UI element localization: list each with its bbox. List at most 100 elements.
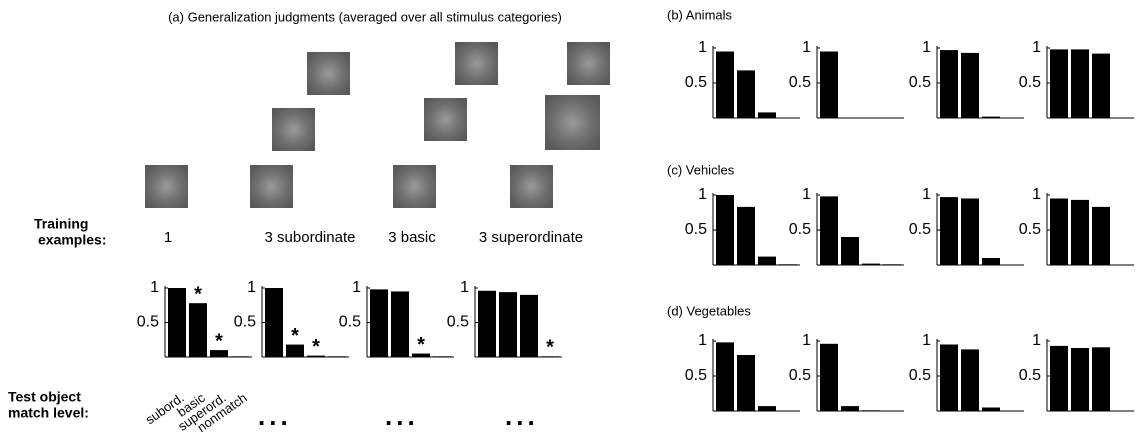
y-tick-label: 1: [922, 186, 931, 203]
y-tick-label: 1: [698, 332, 707, 349]
bar: [940, 345, 958, 412]
bar: [820, 196, 838, 265]
y-tick-label: 1: [802, 332, 811, 349]
bar: [231, 356, 249, 357]
y-tick-label: 1: [150, 279, 159, 296]
stimulus-images: [145, 42, 610, 208]
y-tick-label: 1: [460, 279, 469, 296]
y-tick-label: 1: [247, 279, 256, 296]
bar: [883, 264, 901, 265]
stimulus: [250, 165, 293, 208]
bar: [1050, 199, 1068, 266]
significance-marker: *: [312, 336, 320, 358]
stimulus: [393, 165, 436, 208]
y-tick-label: 0.5: [1019, 221, 1041, 238]
bar: [758, 112, 776, 118]
ellipsis: ...: [258, 401, 292, 431]
y-tick-label: 0.5: [789, 221, 811, 238]
bar: [1050, 49, 1068, 118]
bar: [168, 288, 186, 357]
y-tick-label: 0.5: [909, 74, 931, 91]
y-tick-label: 1: [698, 39, 707, 56]
y-tick-label: 0.5: [909, 221, 931, 238]
bar: [499, 292, 517, 357]
bar: [265, 288, 283, 357]
y-tick-label: 0.5: [685, 74, 707, 91]
ellipsis: ...: [505, 401, 539, 431]
y-tick-label: 1: [802, 39, 811, 56]
stimulus: [455, 42, 498, 85]
y-tick-label: 0.5: [685, 221, 707, 238]
condition-label: 1: [164, 229, 172, 246]
bar: [820, 344, 838, 411]
bar: [940, 197, 958, 265]
bar: [758, 406, 776, 411]
bar: [820, 52, 838, 119]
figure: (a) Generalization judgments (averaged o…: [0, 0, 1143, 446]
bar: [982, 117, 1000, 118]
ellipsis: ...: [385, 401, 419, 431]
significance-marker: *: [194, 283, 202, 305]
y-tick-label: 1: [1032, 39, 1041, 56]
bar: [737, 207, 755, 265]
bar: [716, 195, 734, 265]
bar: [940, 50, 958, 118]
y-tick-label: 0.5: [789, 367, 811, 384]
test-label: Test object: [8, 389, 81, 405]
bar: [961, 349, 979, 411]
bar: [1092, 207, 1110, 265]
stimulus: [307, 52, 350, 95]
bar: [961, 199, 979, 266]
significance-marker: *: [215, 330, 223, 352]
y-tick-label: 1: [698, 186, 707, 203]
y-tick-label: 0.5: [1019, 367, 1041, 384]
bar: [1071, 348, 1089, 411]
bar: [961, 53, 979, 118]
bar: [737, 70, 755, 118]
bar: [841, 406, 859, 411]
training-label: examples:: [38, 232, 106, 248]
stimulus: [545, 95, 600, 150]
y-tick-label: 1: [922, 39, 931, 56]
y-tick-label: 0.5: [339, 314, 361, 331]
panel-a-title: (a) Generalization judgments (averaged o…: [168, 9, 562, 24]
y-tick-label: 0.5: [1019, 74, 1041, 91]
bar: [370, 289, 388, 357]
bar: [716, 342, 734, 411]
y-tick-label: 0.5: [789, 74, 811, 91]
training-label: Training: [34, 216, 88, 232]
bar: [1071, 49, 1089, 118]
y-tick-label: 0.5: [909, 367, 931, 384]
stimulus: [510, 165, 553, 208]
bar: [982, 408, 1000, 412]
bar: [841, 237, 859, 265]
bar: [478, 291, 496, 357]
condition-label: 3 superordinate: [479, 229, 583, 246]
significance-marker: *: [291, 325, 299, 347]
bar: [737, 355, 755, 411]
bar: [716, 52, 734, 119]
stimulus: [567, 42, 610, 85]
significance-marker: *: [417, 334, 425, 356]
y-tick-label: 1: [802, 186, 811, 203]
bar: [433, 356, 451, 357]
y-tick-label: 1: [922, 332, 931, 349]
bar: [1071, 200, 1089, 265]
significance-marker: *: [546, 337, 554, 359]
stimulus: [145, 165, 188, 208]
bar: [862, 410, 880, 411]
y-tick-label: 0.5: [685, 367, 707, 384]
bar: [189, 303, 207, 357]
y-tick-label: 1: [1032, 332, 1041, 349]
bar: [1050, 346, 1068, 411]
y-tick-label: 0.5: [447, 314, 469, 331]
y-tick-label: 0.5: [137, 314, 159, 331]
bar: [1092, 54, 1110, 118]
bar: [391, 291, 409, 357]
bar: [862, 264, 880, 265]
y-tick-label: 0.5: [234, 314, 256, 331]
bar: [982, 258, 1000, 265]
panel-title: (d) Vegetables: [667, 303, 751, 318]
bar: [758, 257, 776, 265]
bar: [328, 356, 346, 357]
